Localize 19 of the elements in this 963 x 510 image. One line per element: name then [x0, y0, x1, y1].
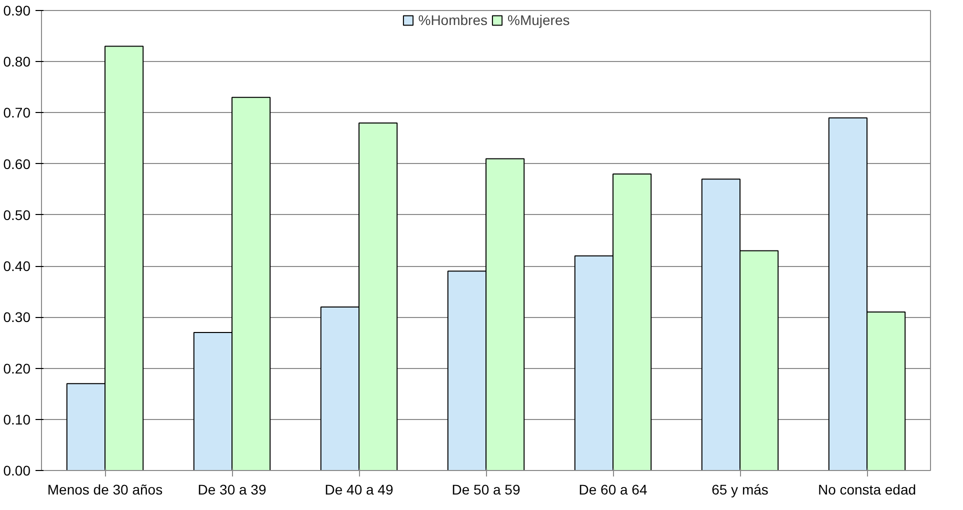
x-tick-label: De 30 a 39 — [198, 482, 266, 498]
y-tick-label: 0.30 — [3, 309, 31, 326]
x-tick-label: De 60 a 64 — [578, 482, 648, 498]
y-tick-label: 0.90 — [3, 2, 31, 18]
legend-label: %Mujeres — [508, 12, 570, 28]
y-tick-label: 0.60 — [3, 156, 31, 172]
y-tick-label: 0.50 — [3, 206, 31, 223]
y-tick-label: 0.00 — [3, 462, 31, 478]
y-tick-label: 0.80 — [3, 54, 31, 70]
x-tick-label: No consta edad — [818, 482, 916, 498]
x-tick-label: Menos de 30 años — [47, 482, 163, 498]
legend-label: %Hombres — [418, 12, 488, 28]
y-tick-label: 0.40 — [3, 258, 31, 274]
y-tick-label: 0.10 — [3, 411, 31, 428]
x-tick-label: 65 y más — [712, 482, 768, 498]
y-tick-label: 0.70 — [3, 104, 31, 121]
y-tick-label: 0.20 — [3, 360, 31, 376]
x-tick-label: De 40 a 49 — [324, 482, 394, 498]
x-tick-label: De 50 a 59 — [452, 482, 520, 498]
